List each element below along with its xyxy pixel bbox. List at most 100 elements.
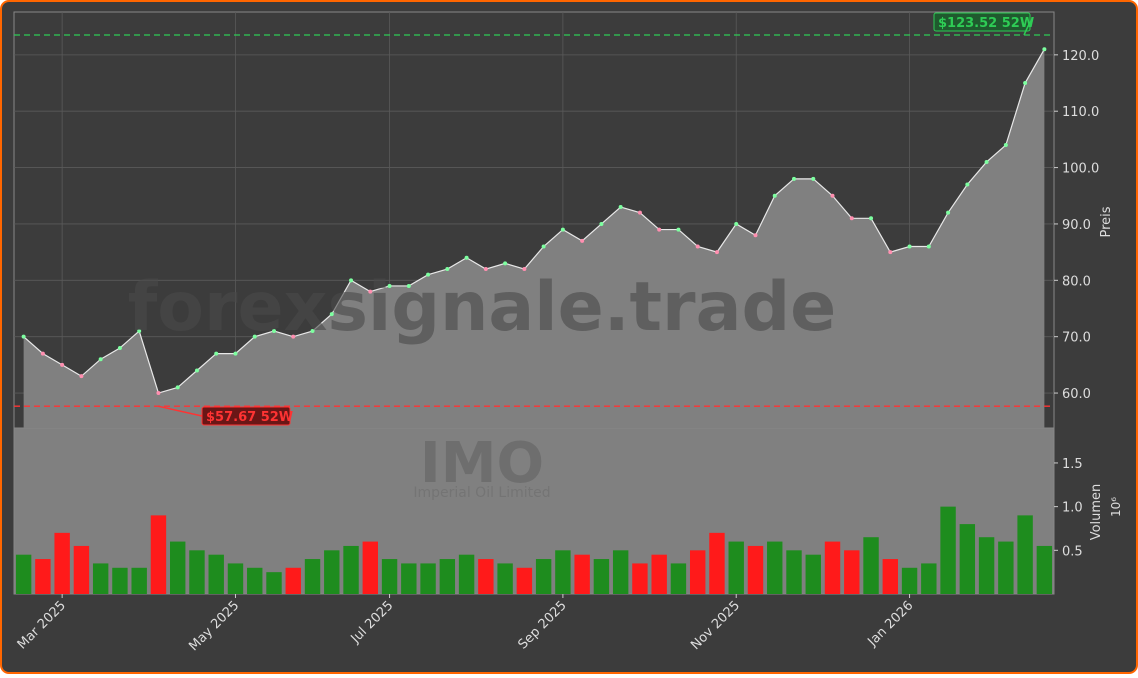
volume-bar xyxy=(381,559,398,594)
volume-bar xyxy=(998,541,1014,594)
volume-bar xyxy=(786,550,802,594)
close-point xyxy=(291,334,296,339)
close-point xyxy=(194,368,199,373)
close-point xyxy=(734,221,739,226)
volume-bar xyxy=(959,524,976,594)
close-point xyxy=(233,351,238,356)
close-point xyxy=(368,289,373,294)
y2-tick-label: 0.5 xyxy=(1062,544,1083,559)
close-point xyxy=(676,227,681,232)
close-point xyxy=(387,283,392,288)
close-point xyxy=(426,272,431,277)
volume-bar xyxy=(112,567,128,594)
volume-bar xyxy=(35,559,51,594)
volume-bar xyxy=(497,563,513,594)
volume-bar xyxy=(208,554,224,594)
volume-bar xyxy=(747,545,764,594)
volume-bar xyxy=(555,550,571,594)
y-tick-label: 120.0 xyxy=(1062,49,1099,64)
close-point xyxy=(772,193,777,198)
volume-bar xyxy=(266,572,282,594)
volume-bar xyxy=(478,559,494,594)
volume-bar xyxy=(343,545,359,594)
volume-bar xyxy=(709,532,725,594)
volume-bar xyxy=(690,550,706,594)
close-point xyxy=(1023,81,1028,86)
close-point xyxy=(503,261,508,266)
close-point xyxy=(714,250,719,255)
close-point xyxy=(849,216,854,221)
volume-bar xyxy=(285,567,301,594)
volume-bar xyxy=(362,541,378,594)
volume-bar xyxy=(612,550,629,594)
y-tick-label: 80.0 xyxy=(1062,274,1091,289)
close-point xyxy=(349,278,354,283)
close-point xyxy=(560,227,565,232)
low-arrow xyxy=(157,405,203,417)
volume-bar xyxy=(227,563,244,594)
volume-axis-label: Volumen xyxy=(1089,484,1104,541)
volume-bar xyxy=(401,563,417,594)
volume-bar xyxy=(189,550,205,594)
close-point xyxy=(618,205,623,210)
close-point xyxy=(117,345,122,350)
close-point xyxy=(830,193,835,198)
volume-bar xyxy=(150,515,167,594)
high-arrow xyxy=(1023,21,1031,36)
y-tick-label: 110.0 xyxy=(1062,105,1099,120)
volume-bar xyxy=(247,567,263,594)
y-tick-label: 70.0 xyxy=(1062,331,1091,346)
close-point xyxy=(637,210,642,215)
close-point xyxy=(541,244,546,249)
volume-bar xyxy=(844,550,860,594)
close-point xyxy=(869,216,874,221)
close-point xyxy=(98,357,103,362)
close-point xyxy=(1003,143,1008,148)
volume-bar xyxy=(170,541,186,594)
close-point xyxy=(272,329,276,334)
close-point xyxy=(329,312,334,317)
close-point xyxy=(811,176,816,181)
volume-bar xyxy=(824,541,841,594)
close-point xyxy=(965,182,970,187)
close-point xyxy=(657,227,662,232)
y2-tick-label: 1.5 xyxy=(1062,457,1083,472)
price-line xyxy=(23,48,1045,394)
price-area xyxy=(23,49,1045,429)
volume-bar xyxy=(92,563,109,594)
volume-bar xyxy=(670,563,687,594)
volume-bar xyxy=(901,567,918,594)
close-point xyxy=(580,238,585,243)
y-tick-label: 60.0 xyxy=(1062,387,1091,402)
close-point xyxy=(792,176,796,181)
volume-bar xyxy=(863,537,879,594)
volume-bar xyxy=(651,554,667,594)
watermark: forexsignale.trade xyxy=(128,268,837,347)
close-point xyxy=(984,159,989,164)
close-point xyxy=(926,244,931,249)
volume-bar xyxy=(54,532,70,594)
close-point xyxy=(599,221,604,226)
volume-bar xyxy=(921,563,937,594)
close-point xyxy=(21,334,26,339)
close-point xyxy=(445,267,450,272)
volume-bar xyxy=(1036,545,1053,594)
y-tick-label: 100.0 xyxy=(1062,162,1099,177)
close-point xyxy=(695,244,700,249)
close-point xyxy=(946,210,951,215)
volume-bar xyxy=(15,554,32,594)
close-point xyxy=(753,233,758,238)
volume-bar xyxy=(516,567,533,594)
volume-bar xyxy=(882,559,898,594)
volume-bar xyxy=(439,559,456,594)
volume-bar xyxy=(728,541,744,594)
volume-bar xyxy=(1017,515,1033,594)
volume-bar xyxy=(574,554,590,594)
close-point xyxy=(252,334,257,339)
close-point xyxy=(175,385,180,390)
price-axis-label: Preis xyxy=(1099,206,1114,237)
volume-bar xyxy=(593,559,610,594)
volume-bar xyxy=(805,554,821,594)
